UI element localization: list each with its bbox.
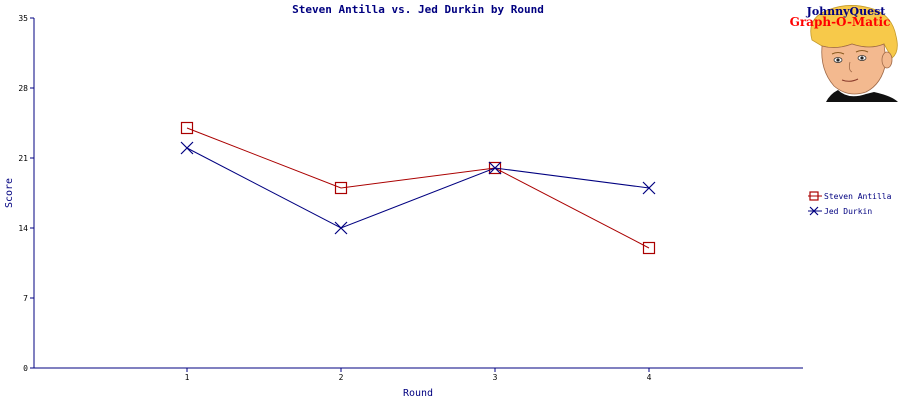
series-0 [180, 121, 656, 255]
legend-label: Steven Antilla [824, 192, 892, 201]
logo-line-2: Graph-O-Matic [790, 15, 891, 29]
y-axis-title: Score [4, 178, 15, 208]
series-line [186, 127, 650, 249]
y-tick-label: 21 [18, 154, 28, 163]
x-tick-label: 4 [647, 373, 652, 382]
series-1 [180, 141, 656, 235]
y-tick-label: 0 [23, 364, 28, 373]
data-point [642, 241, 656, 255]
graph-o-matic-logo: JohnnyQuest Graph-O-Matic [790, 5, 898, 102]
data-point [334, 221, 348, 235]
x-tick-label: 1 [185, 373, 190, 382]
x-axis-title: Round [403, 388, 433, 399]
data-point [334, 181, 348, 195]
data-point [488, 161, 502, 175]
legend: Steven Antilla Jed Durkin [808, 191, 892, 216]
logo-line-1: JohnnyQuest [806, 5, 887, 18]
x-tick-label: 3 [493, 373, 498, 382]
y-tick-label: 35 [18, 14, 28, 23]
series-layer [180, 121, 656, 255]
data-point [642, 181, 656, 195]
y-tick-label: 14 [18, 224, 28, 233]
chart-title: Steven Antilla vs. Jed Durkin by Round [292, 3, 544, 16]
data-point [180, 121, 194, 135]
y-tick-label: 7 [23, 294, 28, 303]
legend-item: Steven Antilla [808, 191, 892, 201]
legend-item: Jed Durkin [808, 206, 872, 216]
x-ticks: 1 2 3 4 [185, 368, 652, 382]
axes [33, 18, 803, 369]
legend-label: Jed Durkin [824, 207, 872, 216]
data-point [488, 161, 502, 175]
data-point [180, 141, 194, 155]
cartoon-boy-face-icon [810, 5, 898, 102]
x-tick-label: 2 [339, 373, 344, 382]
y-ticks: 0 7 14 21 28 35 [18, 14, 34, 373]
legend-marker [809, 206, 819, 216]
legend-marker [809, 191, 819, 201]
series-line [186, 147, 650, 229]
y-tick-label: 28 [18, 84, 28, 93]
